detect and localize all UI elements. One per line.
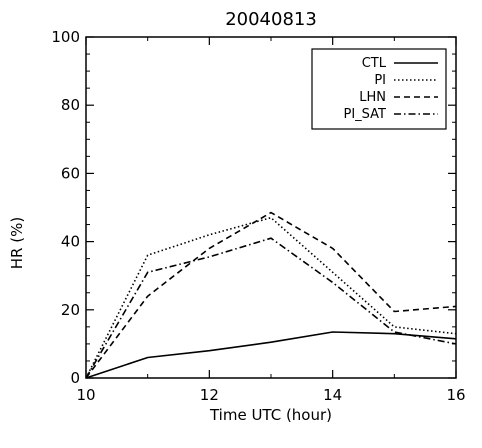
series-line-ctl [85,331,457,379]
y-axis-label: HR (%) [8,217,26,269]
x-tick-label: 14 [323,386,342,404]
y-tick-label: 0 [70,369,80,387]
legend-box [311,48,447,130]
axis-ticks: 10 12 14 16 0 20 40 60 80 100 [51,28,465,404]
y-tick-label: 40 [61,233,80,251]
y-tick-label: 100 [51,28,80,46]
series-line-pi [85,216,457,379]
legend: CTL PI LHN PI_SAT [311,48,447,130]
x-tick-label: 16 [446,386,465,404]
x-axis-label: Time UTC (hour) [209,406,332,424]
chart-title: 20040813 [225,9,317,30]
legend-label: LHN [359,90,386,105]
y-tick-label: 80 [61,96,80,114]
plot-frame [85,36,457,379]
series-line-lhn [85,211,457,379]
x-tick-label: 12 [200,386,219,404]
series-lines [85,211,457,379]
x-tick-label: 10 [76,386,95,404]
y-tick-label: 20 [61,301,80,319]
legend-label: CTL [362,56,387,71]
legend-label: PI_SAT [344,107,387,122]
legend-label: PI [374,73,386,88]
y-tick-label: 60 [61,164,80,182]
series-line-pi-sat [85,237,457,379]
